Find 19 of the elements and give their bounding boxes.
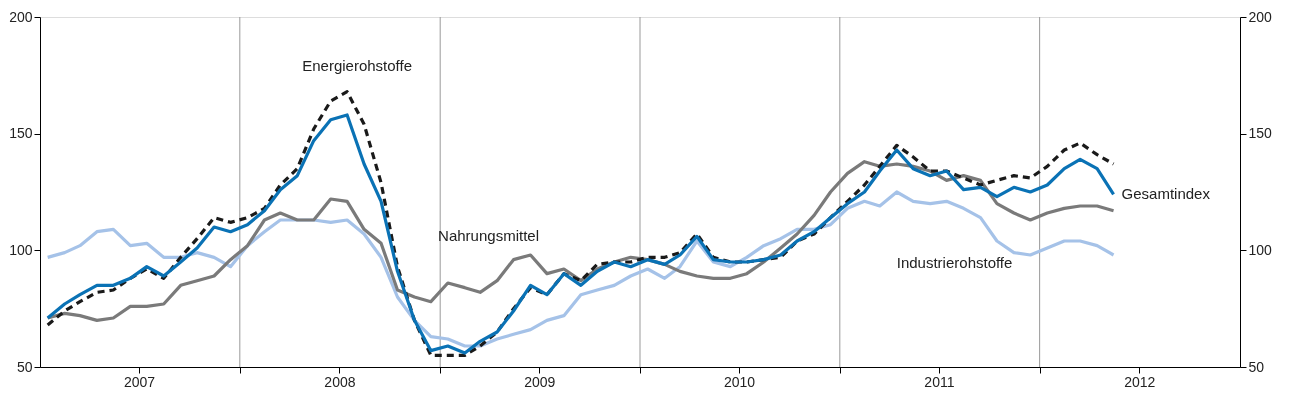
x-tick-label: 2011 <box>924 373 955 390</box>
x-tick-label: 2008 <box>324 373 356 390</box>
y-tick-label: 200 <box>9 8 33 25</box>
y-tick-label: 150 <box>9 125 33 142</box>
y-tick-label: 100 <box>9 241 33 258</box>
series-label: Industrierohstoffe <box>896 254 1013 272</box>
x-tick-label: 2009 <box>524 373 556 390</box>
x-tick-label: 2012 <box>1124 373 1156 390</box>
series-label: Nahrungsmittel <box>438 226 539 244</box>
series-label: Energierohstoffe <box>302 56 413 74</box>
series-label: Gesamtindex <box>1121 185 1211 203</box>
y2-tick-label: 150 <box>1248 125 1273 142</box>
y2-tick-label: 200 <box>1248 8 1273 25</box>
x-tick-label: 2010 <box>724 373 756 390</box>
y2-tick-label: 100 <box>1248 241 1273 258</box>
y2-tick-label: 50 <box>1248 358 1265 375</box>
x-tick-label: 2007 <box>124 373 156 390</box>
y-tick-label: 50 <box>16 358 33 375</box>
line-series <box>46 190 1116 348</box>
